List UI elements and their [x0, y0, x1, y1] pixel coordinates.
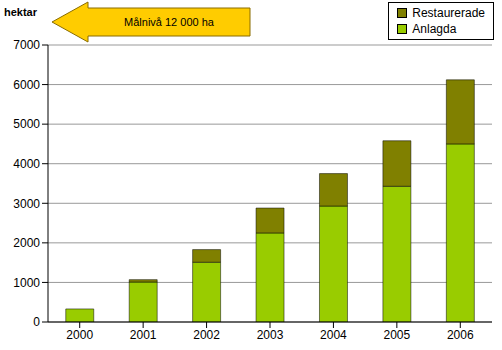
html-text:Restaurerade: Restaurerade [412, 6, 485, 20]
svg-text:5000: 5000 [13, 117, 40, 131]
svg-text:4000: 4000 [13, 157, 40, 171]
svg-text:3000: 3000 [13, 197, 40, 211]
svg-text:2005: 2005 [384, 328, 411, 342]
svg-text:1000: 1000 [13, 276, 40, 290]
svg-text:2000: 2000 [13, 236, 40, 250]
svg-text:7000: 7000 [13, 38, 40, 52]
svg-text:2000: 2000 [66, 328, 93, 342]
svg-text:2001: 2001 [130, 328, 157, 342]
html-text:hektar: hektar [4, 6, 37, 18]
svg-text:Målnivå 12 000 ha: Målnivå 12 000 ha [124, 16, 215, 28]
svg-text:6000: 6000 [13, 78, 40, 92]
svg-text:2006: 2006 [447, 328, 474, 342]
html-text:Anlagda: Anlagda [412, 22, 457, 36]
svg-text:2004: 2004 [320, 328, 347, 342]
svg-text:2002: 2002 [193, 328, 220, 342]
svg-text:2003: 2003 [257, 328, 284, 342]
svg-text:0: 0 [33, 315, 40, 329]
